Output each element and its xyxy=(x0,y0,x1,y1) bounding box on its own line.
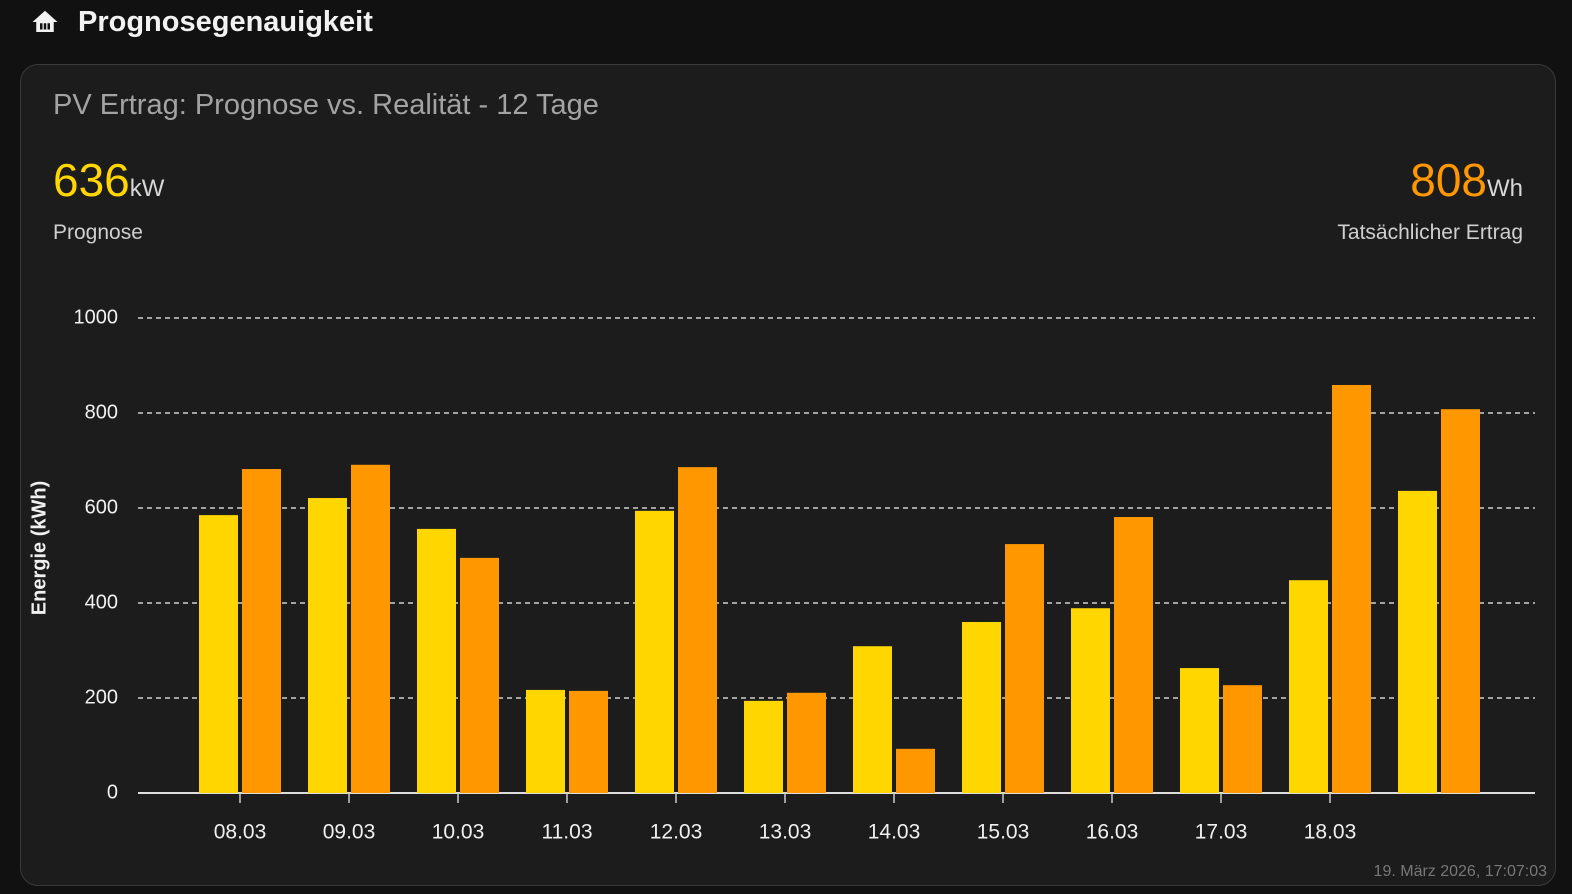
bar xyxy=(635,510,674,793)
x-tick-label: 09.03 xyxy=(323,821,376,844)
bar xyxy=(678,467,717,793)
timestamp: 19. März 2026, 17:07:03 xyxy=(1373,863,1547,880)
bar xyxy=(242,469,281,793)
x-tick-label: 17.03 xyxy=(1195,821,1248,844)
home-icon[interactable] xyxy=(30,7,60,37)
x-tick-label: 12.03 xyxy=(650,821,703,844)
bar xyxy=(569,690,608,793)
x-tick-label: 11.03 xyxy=(542,821,593,844)
card-title: PV Ertrag: Prognose vs. Realität - 12 Ta… xyxy=(53,89,599,121)
x-tick-label: 13.03 xyxy=(759,821,812,844)
stat-label: Tatsächlicher Ertrag xyxy=(1337,221,1523,244)
stat: 636kW Prognose xyxy=(53,153,164,245)
bar xyxy=(1071,608,1110,793)
bar xyxy=(962,622,1001,793)
stat: 808Wh Tatsächlicher Ertrag xyxy=(1337,153,1523,245)
bar xyxy=(526,689,565,793)
x-tick-label: 15.03 xyxy=(977,821,1030,844)
header-title: Prognosegenauigkeit xyxy=(78,5,373,38)
stat-unit: kW xyxy=(129,175,165,202)
y-tick-label: 600 xyxy=(85,496,118,518)
stat-unit: Wh xyxy=(1487,175,1523,202)
stat-value: 808 xyxy=(1410,154,1487,206)
bar xyxy=(787,692,826,793)
bar xyxy=(351,464,390,793)
y-tick-label: 400 xyxy=(85,591,118,613)
y-tick-label: 1000 xyxy=(74,306,119,328)
header: Prognosegenauigkeit xyxy=(30,2,373,42)
y-tick-label: 800 xyxy=(85,401,118,423)
stat-label: Prognose xyxy=(53,221,143,244)
y-tick-label: 200 xyxy=(85,686,118,708)
y-axis-title: Energie (kWh) xyxy=(28,481,50,615)
x-tick-label: 14.03 xyxy=(868,821,921,844)
stat-value: 636 xyxy=(53,154,130,206)
bar xyxy=(308,498,347,793)
bar xyxy=(1114,517,1153,793)
bar xyxy=(853,646,892,793)
x-tick-label: 18.03 xyxy=(1304,821,1357,844)
x-tick-label: 10.03 xyxy=(432,821,485,844)
bar xyxy=(1441,409,1480,793)
bar xyxy=(1332,384,1371,793)
bar xyxy=(1005,544,1044,793)
y-tick-label: 0 xyxy=(107,781,118,803)
x-tick-label: 16.03 xyxy=(1086,821,1139,844)
bar xyxy=(744,700,783,793)
bar xyxy=(199,515,238,793)
bar xyxy=(1180,668,1219,793)
bar xyxy=(1289,580,1328,793)
bar xyxy=(896,748,935,793)
bar xyxy=(417,528,456,793)
bar xyxy=(460,557,499,793)
x-tick-label: 08.03 xyxy=(214,821,267,844)
bar xyxy=(1223,685,1262,793)
bar xyxy=(1398,490,1437,793)
